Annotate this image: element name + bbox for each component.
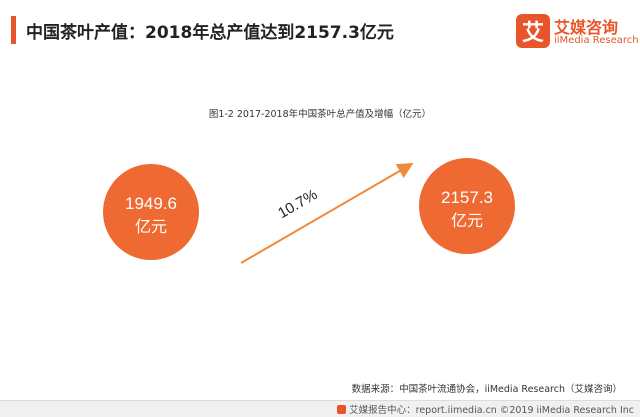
bubble-unit-1: 亿元 xyxy=(135,218,167,236)
footer-text: 艾媒报告中心：report.iimedia.cn ©2019 iiMedia R… xyxy=(337,402,634,416)
footer-label: 艾媒报告中心：report.iimedia.cn ©2019 iiMedia R… xyxy=(349,405,634,416)
value-bubble-2 xyxy=(419,158,515,254)
value-bubble-1 xyxy=(103,164,199,260)
source-note: 数据来源：中国茶叶流通协会，iiMedia Research（艾媒咨询） xyxy=(351,384,622,395)
bubble-value-1: 1949.6 xyxy=(125,194,177,213)
logo-icon: 艾 xyxy=(516,14,550,48)
growth-label: 10.7% xyxy=(275,186,320,222)
title-accent-bar xyxy=(11,16,16,44)
growth-arrow xyxy=(240,162,414,264)
footer-bar: 艾媒报告中心：report.iimedia.cn ©2019 iiMedia R… xyxy=(0,400,640,417)
bubble-unit-2: 亿元 xyxy=(451,212,483,230)
logo-name-cn: 艾媒咨询 xyxy=(554,18,619,37)
bubble-value-2: 2157.3 xyxy=(441,188,493,207)
logo-name-en: iiMedia Research xyxy=(554,35,639,46)
page-title: 中国茶叶产值：2018年总产值达到2157.3亿元 xyxy=(26,23,394,43)
chart-title: 图1-2 2017-2018年中国茶叶总产值及增幅（亿元） xyxy=(208,109,432,120)
brand-logo: 艾 艾媒咨询 iiMedia Research xyxy=(516,14,639,48)
report-center-icon xyxy=(337,405,347,414)
